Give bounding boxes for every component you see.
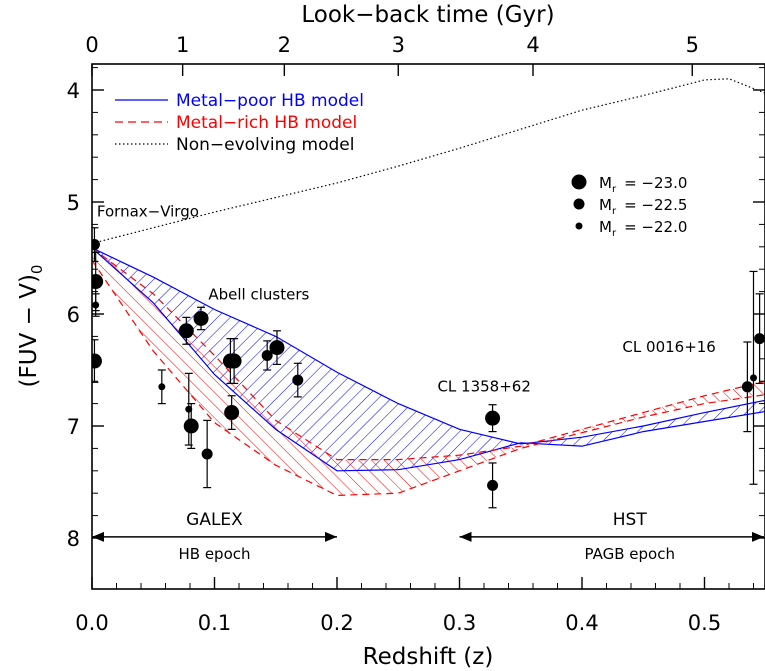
top-axis-title: Look−back time (Gyr) — [301, 2, 554, 28]
top-tick-label-0: 0 — [85, 33, 98, 57]
data-points — [92, 227, 765, 509]
axis-ticks: 0.0 0.1 0.2 0.3 0.4 0.5 4 5 6 7 8 0 1 2 3 4 5 — [67, 33, 765, 635]
band-upper-edge-0 — [92, 247, 765, 445]
data-point-15 — [292, 374, 304, 386]
data-point-7 — [183, 418, 199, 434]
y-tick-label-0: 4 — [67, 79, 80, 103]
legend-metal-rich-label: Metal−rich HB model — [176, 113, 357, 133]
plot-frame — [91, 63, 765, 590]
band-fill-1 — [92, 247, 765, 496]
epoch-label-top-0: GALEX — [186, 510, 243, 530]
svg-text:(FUV − V)0: (FUV − V)0 — [16, 265, 46, 388]
x-tick-label-2: 0.2 — [320, 611, 353, 635]
band-lower-edge-0 — [92, 247, 765, 472]
top-tick-label-5: 5 — [686, 33, 699, 57]
epoch-label-bottom-0: HB epoch — [178, 545, 250, 563]
annotation-3: CL 0016+16 — [622, 338, 715, 356]
size-legend-small-label: Mr = −22.0 — [599, 218, 687, 239]
data-point-20 — [754, 333, 765, 345]
size-legend-large-marker — [571, 174, 587, 190]
data-point-12 — [224, 405, 240, 421]
y-tick-label-4: 8 — [67, 527, 80, 551]
y-tick-label-3: 7 — [67, 415, 80, 439]
data-point-14 — [269, 340, 285, 356]
data-point-17 — [487, 479, 499, 491]
epoch-arrowhead-left-0 — [92, 531, 104, 542]
data-point-0 — [92, 239, 100, 251]
epoch-arrowhead-right-1 — [752, 531, 764, 542]
x-tick-label-4: 0.4 — [565, 611, 598, 635]
data-point-4 — [158, 383, 166, 391]
data-point-8 — [193, 310, 209, 326]
y-axis-title-subscript: 0 — [28, 265, 46, 275]
band-lower-edge-1 — [92, 259, 765, 497]
epoch-label-bottom-1: PAGB epoch — [585, 545, 675, 563]
data-point-18 — [741, 381, 753, 393]
x-tick-label-0: 0.0 — [75, 611, 108, 635]
top-tick-label-4: 4 — [526, 33, 539, 57]
annotation-0: Fornax−Virgo — [97, 203, 199, 221]
epoch-label-top-1: HST — [613, 510, 648, 530]
top-tick-label-3: 3 — [392, 33, 405, 57]
model-legend: Metal−poor HB model Metal−rich HB model … — [115, 91, 364, 155]
size-legend-large-label: Mr = −23.0 — [599, 174, 687, 195]
size-legend-medium-label: Mr = −22.5 — [599, 196, 687, 217]
data-point-6 — [185, 405, 193, 413]
epoch-arrowhead-left-1 — [459, 531, 472, 542]
band-upper-edge-1 — [92, 247, 765, 461]
model-bands — [92, 247, 765, 496]
x-axis-title: Redshift (z) — [363, 644, 494, 670]
data-point-3 — [92, 353, 102, 369]
data-point-11 — [226, 353, 242, 369]
x-tick-label-5: 0.5 — [688, 611, 721, 635]
legend-metal-poor-label: Metal−poor HB model — [176, 91, 364, 111]
data-point-9 — [201, 448, 213, 460]
epoch-arrowhead-right-0 — [325, 531, 337, 542]
annotation-2: CL 1358+62 — [437, 377, 530, 395]
data-point-1 — [92, 274, 104, 290]
x-tick-label-3: 0.3 — [443, 611, 476, 635]
y-tick-label-1: 5 — [67, 191, 80, 215]
y-axis-title-main: (FUV − V) — [16, 274, 42, 387]
y-axis-title: (FUV − V)0 — [16, 265, 46, 388]
top-tick-label-2: 2 — [278, 33, 291, 57]
epoch-arrows: GALEX HB epoch HST PAGB epoch — [92, 510, 764, 563]
y-tick-label-2: 6 — [67, 303, 80, 327]
magnitude-legend: Mr = −23.0 Mr = −22.5 Mr = −22.0 — [571, 174, 687, 239]
data-point-13 — [261, 349, 273, 361]
x-tick-label-1: 0.1 — [198, 611, 231, 635]
data-point-2 — [92, 301, 100, 309]
model-lines — [92, 78, 765, 497]
annotation-1: Abell clusters — [208, 285, 309, 303]
data-point-19 — [750, 374, 757, 382]
data-point-16 — [485, 410, 501, 426]
annotations: Fornax−Virgo Abell clusters CL 1358+62 CL 0… — [97, 203, 716, 396]
top-tick-label-1: 1 — [176, 33, 189, 57]
data-point-5 — [178, 323, 194, 339]
size-legend-medium-marker — [573, 198, 585, 210]
size-legend-small-marker — [575, 222, 583, 230]
legend-non-evolving-label: Non−evolving model — [176, 135, 354, 155]
